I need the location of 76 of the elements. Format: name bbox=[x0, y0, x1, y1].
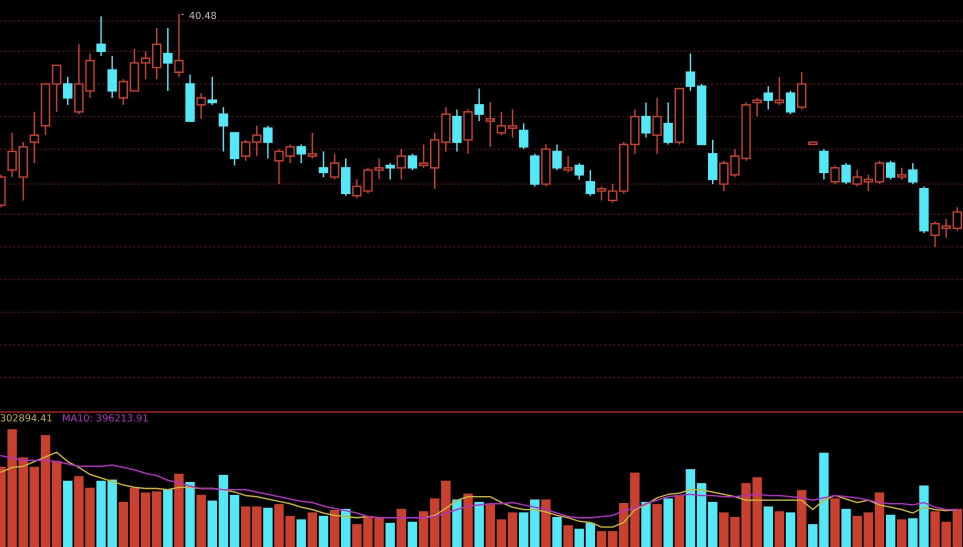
bar bbox=[174, 474, 184, 547]
bar bbox=[330, 510, 340, 547]
candlestick bbox=[686, 52, 696, 92]
bar bbox=[752, 477, 762, 547]
bar bbox=[674, 494, 684, 547]
bar bbox=[664, 498, 673, 547]
bar bbox=[452, 500, 462, 547]
candlestick bbox=[574, 162, 584, 180]
candlestick bbox=[196, 92, 206, 120]
bar bbox=[40, 435, 50, 547]
bar bbox=[274, 504, 284, 547]
bar bbox=[908, 518, 918, 547]
bar bbox=[386, 522, 395, 547]
candlestick bbox=[63, 76, 72, 106]
candlestick bbox=[708, 139, 718, 185]
bar bbox=[52, 460, 62, 547]
bar bbox=[163, 488, 172, 547]
annotation: 40.48 bbox=[189, 12, 216, 20]
candlestick bbox=[96, 16, 106, 57]
bar bbox=[352, 524, 362, 547]
bar bbox=[741, 483, 751, 547]
candlestick bbox=[163, 27, 172, 92]
bar bbox=[74, 476, 84, 547]
bar bbox=[796, 490, 806, 547]
bar bbox=[308, 512, 318, 547]
candlestick bbox=[486, 102, 495, 148]
candlestick bbox=[764, 86, 773, 110]
bar bbox=[474, 502, 484, 547]
candlestick bbox=[396, 148, 406, 180]
candlestick bbox=[30, 111, 40, 164]
candlestick bbox=[174, 13, 184, 78]
candlestick bbox=[452, 108, 462, 152]
bar bbox=[396, 508, 406, 547]
candlestick bbox=[508, 108, 518, 138]
candlestick bbox=[819, 148, 829, 180]
bar bbox=[363, 516, 373, 547]
bar bbox=[552, 517, 562, 547]
bar bbox=[463, 494, 473, 547]
bar bbox=[786, 512, 796, 547]
bar bbox=[318, 516, 328, 547]
candlestick bbox=[108, 55, 117, 99]
bar bbox=[341, 508, 350, 547]
bar bbox=[841, 508, 851, 547]
bar bbox=[764, 506, 773, 547]
bar bbox=[263, 508, 273, 547]
bar bbox=[686, 469, 696, 547]
candlestick bbox=[386, 162, 395, 180]
text: 302894.41 bbox=[0, 414, 52, 422]
bar bbox=[596, 531, 606, 547]
bar bbox=[897, 519, 906, 547]
bar bbox=[652, 504, 662, 547]
bar bbox=[374, 517, 384, 547]
bar bbox=[886, 514, 896, 547]
bar bbox=[285, 516, 295, 547]
candlestick bbox=[208, 76, 217, 106]
bar bbox=[296, 519, 306, 547]
candlestick bbox=[218, 106, 228, 152]
bar bbox=[185, 482, 195, 547]
text: MA10: 396213.91 bbox=[63, 414, 148, 422]
bar bbox=[874, 492, 884, 547]
candlestick bbox=[474, 88, 484, 122]
candlestick bbox=[652, 97, 662, 154]
bar bbox=[563, 525, 573, 547]
bar bbox=[919, 485, 929, 547]
bar bbox=[63, 480, 72, 547]
bar bbox=[230, 494, 240, 547]
bar bbox=[774, 511, 784, 547]
bar bbox=[85, 488, 95, 547]
candlestick bbox=[774, 76, 784, 106]
bar bbox=[408, 522, 418, 547]
bar bbox=[830, 498, 840, 547]
bar bbox=[541, 500, 551, 547]
bar bbox=[641, 502, 651, 547]
bar bbox=[196, 494, 206, 547]
candlestick bbox=[374, 158, 384, 180]
bar bbox=[508, 512, 518, 547]
